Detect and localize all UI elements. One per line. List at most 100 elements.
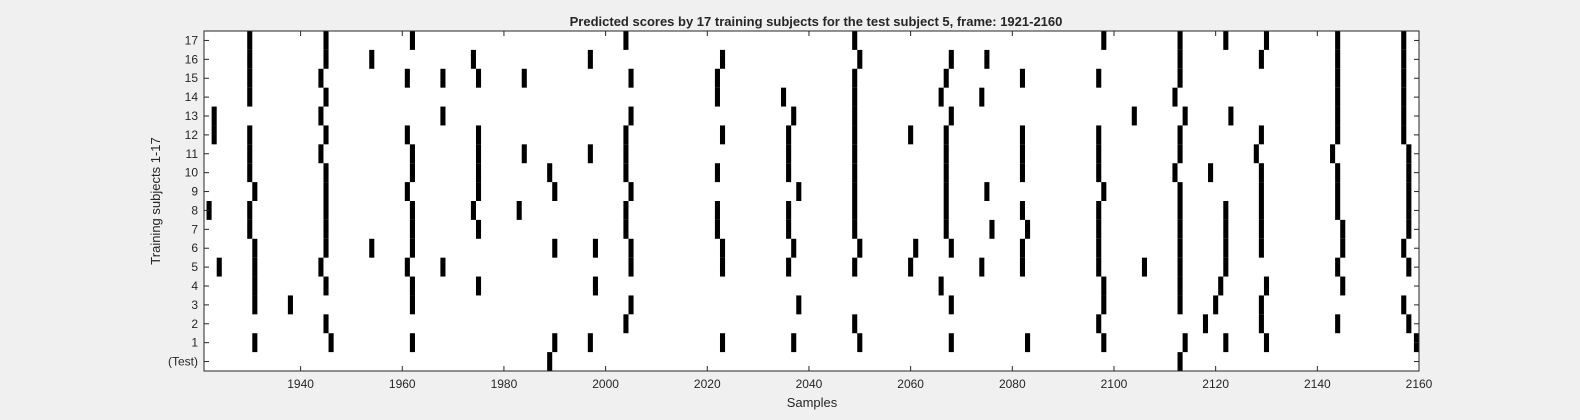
raster-mark (943, 68, 949, 88)
y-tick-label: 11 (186, 147, 199, 161)
raster-mark (1223, 333, 1229, 353)
x-tick-label: 2140 (1304, 377, 1331, 391)
x-tick-label: 1940 (287, 377, 314, 391)
raster-mark (592, 238, 598, 258)
raster-mark (1340, 276, 1346, 296)
raster-mark (714, 219, 720, 239)
raster-mark (623, 219, 629, 239)
raster-mark (1258, 219, 1264, 239)
raster-mark (781, 87, 787, 107)
raster-mark (1340, 219, 1346, 239)
raster-mark (628, 68, 634, 88)
raster-mark (287, 295, 293, 315)
raster-mark (623, 314, 629, 334)
raster-mark (857, 333, 863, 353)
x-axis-ticks: 1940 1960 1980 2000 2020 2040 2060 2080 2100 2120… (287, 31, 1433, 391)
raster-mark (852, 219, 858, 239)
raster-mark (913, 238, 919, 258)
raster-mark (587, 144, 593, 164)
y-tick-label: 1 (191, 336, 198, 350)
raster-mark (318, 257, 324, 277)
raster-mark (323, 182, 329, 201)
raster-mark (323, 276, 329, 296)
raster-mark (1406, 257, 1412, 277)
raster-mark (1401, 49, 1407, 69)
raster-mark (369, 49, 375, 69)
raster-mark (404, 68, 410, 88)
raster-mark (857, 238, 863, 258)
x-tick-label: 2080 (999, 377, 1026, 391)
raster-mark (791, 333, 797, 353)
raster-mark (475, 182, 482, 201)
raster-mark (1019, 125, 1026, 145)
raster-mark (552, 182, 558, 201)
raster-mark (1101, 333, 1107, 353)
raster-mark (948, 106, 954, 126)
raster-mark (475, 125, 482, 145)
raster-mark (1177, 219, 1183, 239)
raster-mark (714, 163, 720, 183)
raster-mark (1335, 31, 1341, 50)
raster-mark (1330, 144, 1336, 164)
raster-mark (247, 49, 253, 69)
raster-mark (1096, 68, 1102, 88)
raster-mark (852, 314, 858, 334)
raster-mark (252, 333, 258, 353)
x-tick-label: 2100 (1101, 377, 1128, 391)
raster-mark (628, 238, 634, 258)
raster-mark (719, 257, 726, 277)
raster-mark (623, 163, 629, 183)
raster-mark (1263, 333, 1270, 353)
raster-mark (252, 257, 258, 277)
raster-mark (409, 163, 415, 183)
raster-mark (404, 125, 410, 145)
raster-mark (592, 276, 598, 296)
raster-mark (628, 295, 634, 315)
raster-mark (1019, 257, 1026, 277)
raster-mark (1340, 238, 1346, 258)
raster-mark (1101, 31, 1107, 50)
raster-mark (323, 219, 329, 239)
raster-mark (1335, 163, 1341, 183)
chart-title: Predicted scores by 17 training subjects… (570, 14, 1063, 29)
raster-mark (1335, 182, 1341, 201)
raster-mark (323, 201, 329, 220)
raster-mark (323, 314, 329, 334)
raster-mark (1101, 182, 1107, 201)
raster-mark (943, 182, 949, 201)
raster-mark (587, 49, 593, 69)
x-tick-label: 2040 (796, 377, 823, 391)
raster-mark (409, 144, 415, 164)
y-tick-label: 12 (185, 128, 199, 142)
raster-mark (1401, 68, 1407, 88)
raster-mark (369, 238, 375, 258)
raster-mark (1223, 31, 1229, 50)
raster-mark (1019, 163, 1026, 183)
raster-mark (1096, 201, 1102, 220)
raster-mark (1177, 68, 1183, 88)
raster-mark (318, 144, 324, 164)
y-axis-label: Training subjects 1-17 (148, 137, 163, 264)
raster-mark (206, 201, 212, 220)
x-tick-label: 2020 (694, 377, 721, 391)
raster-mark (1401, 295, 1407, 315)
raster-mark (470, 49, 476, 69)
raster-mark (938, 276, 944, 296)
raster-mark (908, 257, 914, 277)
y-tick-label: 3 (191, 298, 198, 312)
y-tick-label: 4 (191, 279, 198, 293)
raster-mark (979, 87, 985, 107)
raster-mark (719, 333, 726, 353)
raster-mark (1182, 106, 1188, 126)
raster-mark (252, 238, 258, 258)
raster-mark (1406, 314, 1412, 334)
raster-mark (1202, 314, 1209, 334)
raster-mark (791, 238, 797, 258)
raster-mark (247, 163, 253, 183)
raster-mark (1335, 125, 1341, 145)
raster-mark (247, 219, 253, 239)
x-tick-label: 2000 (592, 377, 619, 391)
raster-mark (628, 182, 634, 201)
raster-mark (475, 163, 482, 183)
